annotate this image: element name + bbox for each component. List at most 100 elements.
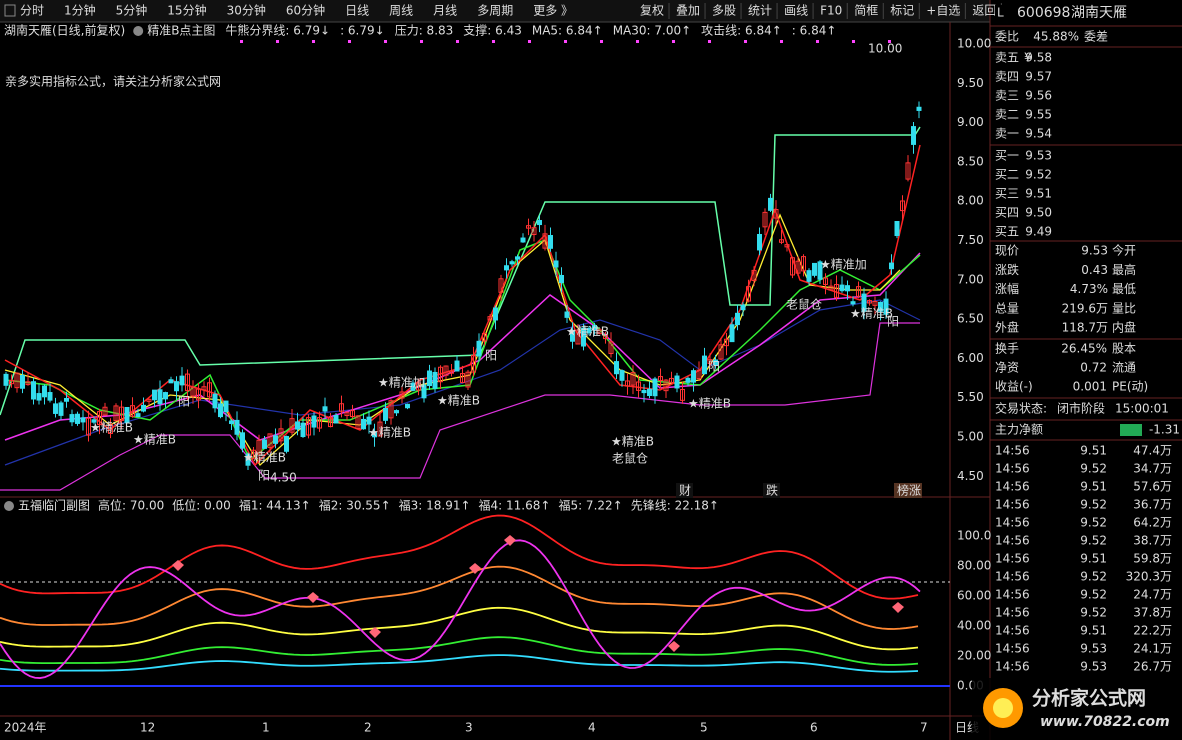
toolbar-tab[interactable]: 1分钟 xyxy=(64,3,96,18)
price-axis-label: 10.00 xyxy=(957,37,991,51)
candle xyxy=(438,366,443,383)
chart-annotation: 阳 xyxy=(708,360,720,374)
candle xyxy=(152,389,157,401)
indicator-value: : 6.84↑ xyxy=(792,24,837,38)
indicator-value: 福3: 18.91↑ xyxy=(399,498,471,513)
signal-dot xyxy=(384,40,387,43)
chart-annotation: 亲多实用指标公式，请关注分析家公式网 xyxy=(5,74,221,89)
stat-label: 净资 xyxy=(995,361,1019,375)
chart-annotation: ★精准B xyxy=(566,325,609,339)
row-value: 45.88% xyxy=(1033,30,1079,44)
toolbar-tab[interactable]: 月线 xyxy=(433,4,457,18)
candle xyxy=(42,385,47,398)
candle xyxy=(355,415,361,430)
signal-dot xyxy=(852,40,855,43)
toolbar-tab[interactable]: 多周期 xyxy=(477,4,513,18)
stat-label: 内盘 xyxy=(1112,320,1136,335)
toolbar-tab[interactable]: 更多 》 xyxy=(533,4,573,18)
candle xyxy=(630,372,636,386)
candle xyxy=(542,233,548,249)
toolbar-tab[interactable]: 日线 xyxy=(345,4,369,18)
toolbar-button[interactable]: 多股 xyxy=(712,4,736,18)
candle xyxy=(333,414,339,424)
candle xyxy=(119,406,124,421)
trade-volume: 57.6万 xyxy=(1133,480,1172,494)
candle xyxy=(284,435,289,452)
trade-volume: 34.7万 xyxy=(1133,462,1172,476)
x-axis-label: 1 xyxy=(262,721,270,735)
ask-icon: ¥ xyxy=(1024,51,1032,65)
trade-price: 9.51 xyxy=(1080,624,1107,638)
toolbar-tab[interactable]: 5分钟 xyxy=(116,3,148,18)
toolbar-button[interactable]: 叠加 xyxy=(676,4,700,18)
candle xyxy=(328,416,333,428)
toolbar-button[interactable]: F10 xyxy=(820,4,842,18)
trade-volume: 64.2万 xyxy=(1133,516,1172,530)
trade-volume: 24.7万 xyxy=(1133,588,1172,602)
toolbar-button[interactable]: 复权 xyxy=(640,4,664,18)
toolbar-button[interactable]: 画线 xyxy=(784,4,808,18)
candle xyxy=(861,293,867,312)
candle xyxy=(647,388,652,396)
indicator-value: MA30: 7.00↑ xyxy=(613,24,691,38)
watermark-title: 分析家公式网 xyxy=(1032,687,1146,710)
candle xyxy=(685,377,691,383)
candle xyxy=(311,415,317,428)
candle xyxy=(911,126,916,145)
pioneer-line xyxy=(0,539,921,679)
candle xyxy=(916,106,922,111)
toolbar-tab[interactable]: 60分钟 xyxy=(286,3,325,18)
price-axis-label: 8.50 xyxy=(957,154,984,168)
candle xyxy=(867,300,872,304)
toolbar-tab[interactable]: 30分钟 xyxy=(227,3,266,18)
stat-label: 今开 xyxy=(1112,243,1136,258)
ask-label: 卖五 xyxy=(995,51,1019,65)
ask-price: 9.57 xyxy=(1025,70,1052,84)
candle xyxy=(636,381,641,391)
toolbar-button[interactable]: 简框 xyxy=(854,4,878,18)
trade-price: 9.51 xyxy=(1080,552,1107,566)
chart-annotation: ★精准B xyxy=(133,433,176,447)
trade-time: 14:56 xyxy=(995,444,1030,458)
candle xyxy=(553,260,559,268)
trade-price: 9.51 xyxy=(1080,480,1107,494)
candle xyxy=(196,388,201,401)
fortune-line xyxy=(0,606,919,651)
toolbar-button[interactable]: 返回 xyxy=(972,4,996,18)
bid-label: 买二 xyxy=(995,168,1019,182)
toolbar-button[interactable]: 统计 xyxy=(748,4,772,18)
x-axis-label: 2024年 xyxy=(4,721,47,735)
toolbar-button[interactable]: +自选 xyxy=(926,4,960,18)
candle xyxy=(218,403,223,418)
candle xyxy=(806,270,812,282)
attack-line xyxy=(4,213,901,467)
flow-bar xyxy=(1120,424,1142,436)
chart-annotation: ★精准B xyxy=(850,307,893,321)
bid-price: 9.51 xyxy=(1025,187,1052,201)
candle xyxy=(504,265,509,271)
candle xyxy=(520,237,526,243)
trade-time: 14:56 xyxy=(995,462,1030,476)
bid-price: 9.53 xyxy=(1025,149,1052,163)
candle xyxy=(476,340,482,357)
toolbar-tab[interactable]: 周线 xyxy=(389,4,413,18)
candle xyxy=(289,418,295,433)
toolbar-tab[interactable]: 分时 xyxy=(20,4,44,18)
toolbar-button[interactable]: 标记 xyxy=(890,4,914,18)
candle xyxy=(509,261,515,265)
candle xyxy=(135,413,141,418)
trade-time: 14:56 xyxy=(995,588,1030,602)
candle xyxy=(207,382,212,398)
toolbar-tab[interactable]: 15分钟 xyxy=(167,3,206,18)
chart-annotation: ★精准B xyxy=(688,397,731,411)
trade-time: 14:56 xyxy=(995,498,1030,512)
signal-dot xyxy=(312,40,315,43)
bid-label: 买一 xyxy=(995,149,1019,163)
candle xyxy=(779,239,784,243)
stat-value: 4.73% xyxy=(1070,282,1108,296)
candle xyxy=(91,419,97,423)
stat-label: 总量 xyxy=(995,301,1019,315)
candle xyxy=(845,285,850,292)
trade-time: 14:56 xyxy=(995,642,1030,656)
